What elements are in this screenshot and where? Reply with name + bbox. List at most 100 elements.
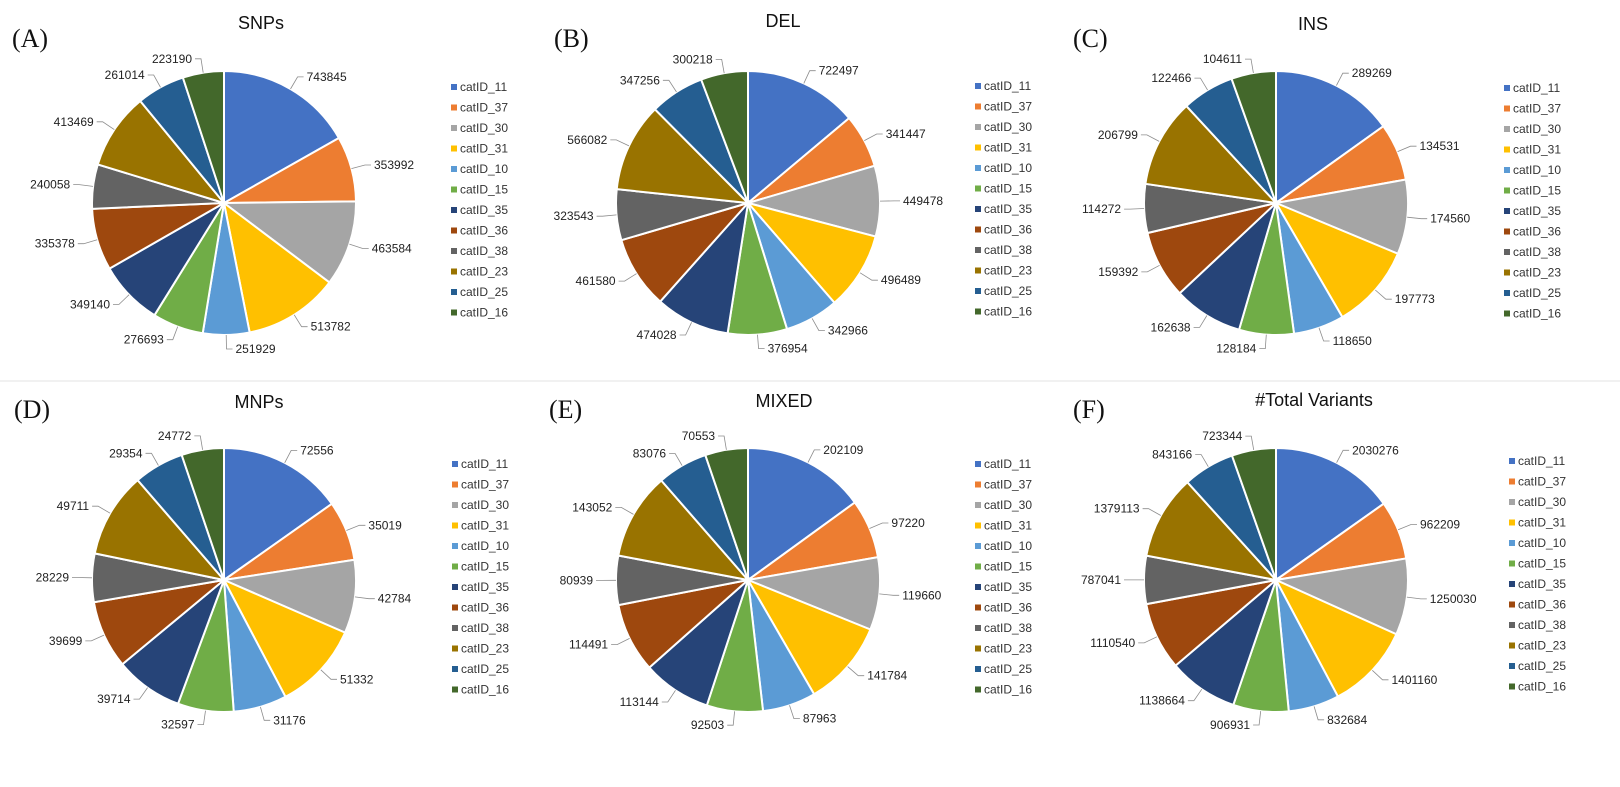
leader-line	[320, 669, 337, 680]
legend-swatch	[975, 247, 981, 253]
legend-label: catID_25	[460, 285, 508, 299]
leader-line	[260, 706, 271, 721]
legend-swatch	[975, 288, 981, 294]
legend-label: catID_35	[461, 580, 509, 594]
data-label: 118650	[1333, 334, 1372, 348]
data-label: 42784	[378, 592, 412, 606]
legend-swatch	[1509, 458, 1515, 464]
legend-swatch	[452, 666, 458, 672]
legend-label: catID_16	[1513, 307, 1561, 321]
legend-swatch	[452, 481, 458, 488]
legend-swatch	[452, 686, 458, 693]
leader-line	[293, 314, 308, 328]
data-label: 104611	[1203, 52, 1242, 66]
legend-swatch	[975, 645, 981, 652]
data-label: 113144	[620, 695, 659, 709]
legend-label: catID_36	[461, 601, 509, 615]
legend-label: catID_35	[460, 203, 508, 217]
leader-line	[195, 58, 204, 73]
legend-swatch	[452, 645, 458, 652]
leader-line	[290, 76, 304, 90]
data-label: 240058	[30, 178, 70, 192]
pie-slice-catID_23	[96, 99, 227, 205]
data-label: 463584	[372, 242, 412, 256]
data-label: 300218	[673, 52, 713, 66]
leader-line	[77, 239, 98, 245]
data-label: 449478	[903, 194, 943, 208]
data-label: 83076	[633, 447, 667, 461]
leader-line	[133, 687, 148, 700]
panel-letter: (A)	[12, 24, 48, 53]
data-label: 261014	[105, 68, 145, 82]
legend-label: catID_23	[460, 265, 508, 279]
legend-label: catID_23	[1518, 639, 1566, 653]
legend-label: catID_37	[984, 478, 1032, 492]
legend-swatch	[975, 461, 981, 467]
pie-slice-catID_16	[699, 69, 749, 204]
chart-title: SNPs	[238, 13, 284, 33]
leader-line	[1259, 334, 1267, 350]
legend: catID_11 catID_37 catID_30 catID_31 catID_10…	[452, 457, 509, 697]
legend-swatch	[1509, 642, 1515, 649]
legend-swatch	[452, 563, 458, 570]
legend-swatch	[975, 522, 981, 529]
data-label: 832684	[1327, 713, 1367, 727]
legend-label: catID_30	[984, 120, 1032, 134]
legend-label: catID_36	[1518, 598, 1566, 612]
legend-label: catID_31	[984, 519, 1032, 533]
leader-line	[596, 214, 617, 217]
data-label: 413469	[54, 115, 94, 129]
legend-swatch	[975, 686, 981, 693]
legend-swatch	[975, 563, 981, 570]
data-label: 35019	[368, 518, 402, 532]
pie-chart-1: (B) DEL 722497 341447 449478 496489 342966 3769…	[554, 11, 1033, 356]
leader-line	[351, 164, 371, 169]
legend-label: catID_31	[1513, 143, 1561, 157]
data-label: 197773	[1395, 292, 1435, 306]
legend-label: catID_11	[460, 80, 507, 94]
legend-label: catID_30	[984, 498, 1032, 512]
leader-line	[1313, 706, 1325, 721]
pie-slice-catID_11	[1275, 69, 1385, 205]
pie-slice-catID_11	[223, 69, 341, 205]
data-label: 341447	[886, 127, 926, 141]
legend-label: catID_10	[1513, 163, 1561, 177]
data-label: 906931	[1210, 718, 1250, 732]
leader-line	[611, 638, 630, 645]
panel-letter: (E)	[549, 395, 582, 424]
leader-line	[1142, 508, 1161, 516]
data-label: 159392	[1098, 265, 1138, 279]
legend-label: catID_38	[461, 621, 509, 635]
panel-letter: (D)	[14, 395, 50, 424]
legend-swatch	[975, 83, 981, 89]
legend-label: catID_37	[984, 100, 1032, 114]
legend-swatch	[452, 543, 458, 549]
legend-swatch	[452, 584, 458, 590]
data-label: 97220	[891, 516, 925, 530]
legend-swatch	[1504, 126, 1510, 132]
legend-label: catID_16	[460, 306, 508, 320]
pie-slice-catID_31	[745, 201, 877, 305]
legend-swatch	[1509, 499, 1515, 505]
legend-label: catID_35	[1513, 204, 1561, 218]
legend-label: catID_38	[984, 243, 1032, 257]
legend-label: catID_10	[1518, 536, 1566, 550]
legend-swatch	[975, 584, 981, 590]
legend-swatch	[451, 104, 457, 111]
legend-label: catID_15	[1513, 184, 1561, 198]
data-label: 349140	[70, 297, 110, 311]
legend: catID_11 catID_37 catID_30 catID_31 catID_10…	[975, 79, 1032, 319]
pie-slice-catID_31	[1273, 577, 1398, 698]
legend-swatch	[975, 185, 981, 192]
data-label: 323543	[554, 209, 594, 223]
legend-swatch	[452, 625, 458, 631]
legend-swatch	[1504, 187, 1510, 194]
data-label: 49711	[57, 499, 90, 513]
leader-line	[757, 334, 765, 350]
leader-line	[1141, 264, 1160, 273]
legend-swatch	[451, 289, 457, 295]
legend-swatch	[451, 248, 457, 254]
data-label: 114491	[569, 638, 608, 652]
data-label: 31176	[273, 713, 306, 727]
